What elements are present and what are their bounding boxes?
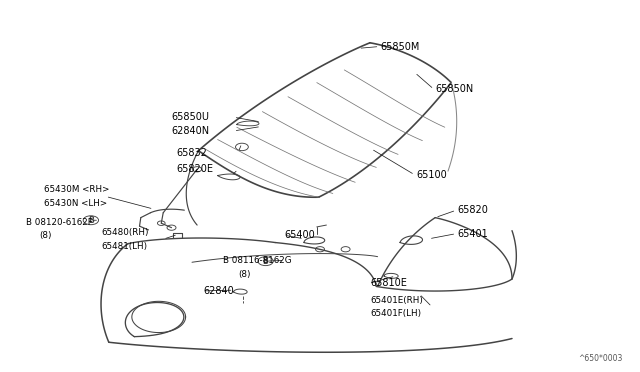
Text: 65401E(RH): 65401E(RH) xyxy=(370,296,423,305)
Text: 65850M: 65850M xyxy=(381,42,420,51)
Text: 65401F(LH): 65401F(LH) xyxy=(370,310,421,318)
Text: 62840N: 62840N xyxy=(172,126,210,136)
Text: 65832: 65832 xyxy=(176,148,207,157)
Text: 65820E: 65820E xyxy=(176,164,213,174)
Text: 65480(RH): 65480(RH) xyxy=(101,228,148,237)
Text: 65401: 65401 xyxy=(458,229,488,238)
Text: B 08116-8162G: B 08116-8162G xyxy=(223,256,291,265)
Text: B: B xyxy=(263,257,268,266)
Text: 65850N: 65850N xyxy=(435,84,474,94)
Text: 65850U: 65850U xyxy=(172,112,209,122)
Text: 65430M <RH>: 65430M <RH> xyxy=(44,185,109,194)
Text: 65400: 65400 xyxy=(285,230,316,240)
Text: B: B xyxy=(88,216,93,225)
Text: (8): (8) xyxy=(40,231,52,240)
Text: 65430N <LH>: 65430N <LH> xyxy=(44,199,107,208)
Text: 65481(LH): 65481(LH) xyxy=(101,242,147,251)
Text: (8): (8) xyxy=(239,270,252,279)
Text: 65100: 65100 xyxy=(416,170,447,180)
Text: 65820: 65820 xyxy=(458,205,488,215)
Text: B 08120-6162F: B 08120-6162F xyxy=(26,218,92,227)
Text: 62840: 62840 xyxy=(204,286,234,296)
Text: 65810E: 65810E xyxy=(370,279,407,288)
Text: ^650*0003: ^650*0003 xyxy=(578,354,622,363)
